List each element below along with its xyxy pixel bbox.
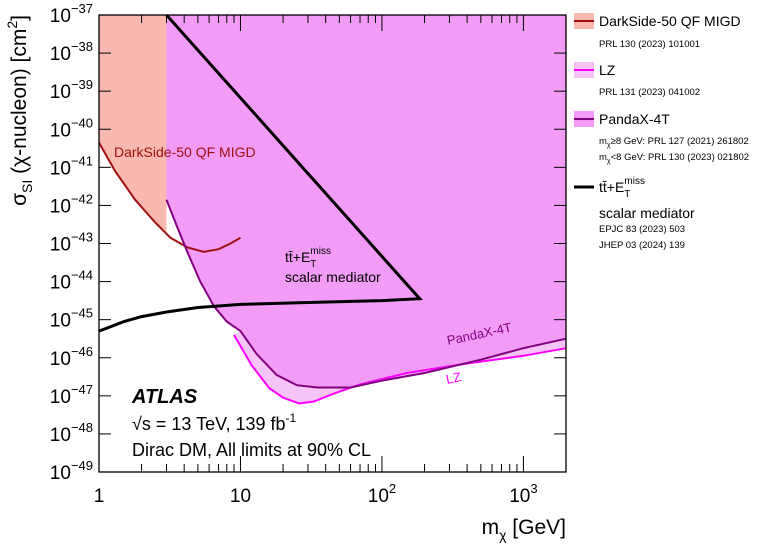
y-tick-label: 10−49 (50, 458, 93, 484)
ttbar-label-line2: scalar mediator (285, 269, 381, 285)
legend-title2-ttbar: scalar mediator (599, 205, 695, 221)
y-tick-label: 10−40 (50, 115, 93, 141)
y-tick-label: 10−41 (50, 153, 93, 179)
y-tick-label: 10−39 (50, 77, 93, 103)
y-tick-label: 10−45 (50, 306, 93, 332)
ttbar-limit-curve (98, 14, 423, 333)
limit-curves (98, 14, 567, 405)
legend-ref-ttbar: EPJC 83 (2023) 503 (599, 224, 685, 235)
axis-ticks: 10−37 10−38 10−39 10−40 10−41 10−42 10−43 10−44… (4, 1, 567, 543)
lz-label: LZ (445, 369, 463, 387)
x-tick-label: 1 (94, 486, 105, 507)
legend-title-ttbar: tt̄+ETmiss (599, 176, 645, 200)
x-tick-label: 102 (368, 481, 396, 507)
y-tick-label: 10−37 (50, 1, 93, 27)
energy-label: √s = 13 TeV, 139 fb-1 (132, 411, 297, 434)
pandax-fill (166, 15, 566, 388)
legend-ref-pandax: mχ<8 GeV: PRL 130 (2023) 021802 (599, 152, 749, 165)
legend-ref-lz: PRL 131 (2023) 041002 (599, 87, 700, 98)
darkside-curve (98, 142, 241, 253)
y-tick-label: 10−46 (50, 344, 93, 370)
legend-ref-ttbar: JHEP 03 (2024) 139 (599, 240, 685, 251)
atlas-label: ATLAS (131, 386, 198, 408)
x-axis-title: mχ [GeV] (482, 516, 566, 543)
y-tick-label: 10−38 (50, 39, 93, 65)
y-tick-label: 10−43 (50, 230, 93, 256)
darkside-fill (99, 15, 167, 234)
lz-curve (233, 334, 567, 405)
y-tick-label: 10−48 (50, 420, 93, 446)
y-axis-title: σSI (χ-nucleon) [cm2] (4, 15, 35, 206)
y-tick-label: 10−44 (50, 268, 93, 294)
legend-title-darkside: DarkSide-50 QF MIGD (599, 13, 741, 29)
ttbar-label: tt̄+ETmiss (285, 246, 331, 270)
pandax-curve (165, 199, 567, 389)
legend: DarkSide-50 QF MIGD PRL 130 (2023) 101001… (574, 13, 749, 251)
x-tick-label: 103 (509, 481, 537, 507)
legend-title-pandax: PandaX-4T (599, 111, 670, 127)
x-tick-label: 10 (230, 486, 251, 507)
legend-ref-pandax: mχ≥8 GeV: PRL 127 (2021) 261802 (599, 136, 749, 149)
legend-ref-darkside: PRL 130 (2023) 101001 (599, 39, 700, 50)
y-tick-label: 10−42 (50, 191, 93, 217)
legend-title-lz: LZ (599, 62, 616, 78)
darkside-label: DarkSide-50 QF MIGD (114, 144, 256, 160)
fill-regions (99, 15, 566, 404)
y-tick-label: 10−47 (50, 382, 93, 408)
dirac-label: Dirac DM, All limits at 90% CL (132, 440, 371, 460)
